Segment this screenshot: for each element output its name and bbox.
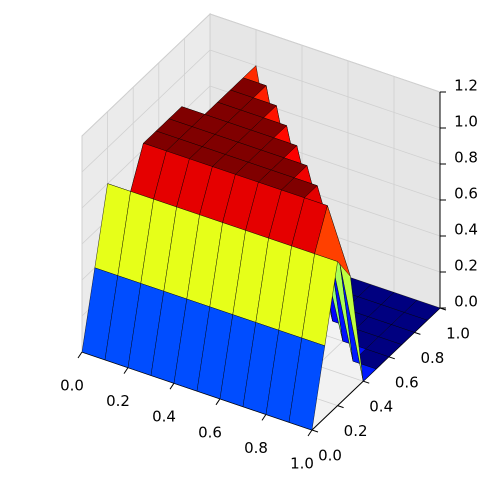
z-tick-label: 1.0 [454, 113, 478, 131]
x-tick-label: 0.6 [198, 423, 222, 441]
y-tick [337, 405, 344, 409]
x-tick [215, 398, 221, 406]
z-tick-label: 0.4 [454, 221, 478, 239]
y-tick-label: 0.6 [395, 373, 419, 391]
y-tick [311, 429, 319, 433]
x-tick [261, 414, 267, 421]
y-tick-label: 0.4 [369, 398, 393, 416]
grid-line [81, 49, 211, 173]
x-tick-label: 0.4 [152, 408, 176, 426]
y-tick-label: 1.0 [446, 325, 470, 343]
y-tick-label: 0.2 [344, 422, 368, 440]
y-tick-label: 0.8 [420, 349, 444, 367]
x-tick [77, 351, 83, 359]
x-tick [307, 429, 313, 437]
z-tick-label: 0.6 [454, 185, 478, 203]
x-tick-label: 0.0 [60, 377, 84, 395]
x-tick [123, 367, 129, 374]
y-tick [414, 331, 421, 335]
surface-cell [288, 337, 326, 431]
y-tick-label: 0.0 [318, 447, 342, 465]
grid-line [81, 13, 211, 137]
x-tick-label: 0.8 [244, 439, 268, 457]
z-tick-label: 0.8 [454, 149, 478, 167]
grid-line [209, 49, 441, 129]
z-tick-label: 0.0 [454, 293, 478, 311]
x-tick-label: 1.0 [290, 455, 314, 473]
y-tick [363, 380, 370, 384]
y-tick [388, 356, 395, 360]
grid-line [209, 13, 441, 93]
z-tick-label: 0.2 [454, 257, 478, 275]
z-tick-label: 1.2 [454, 77, 478, 95]
x-tick-label: 0.2 [106, 392, 130, 410]
x-tick [169, 382, 175, 390]
